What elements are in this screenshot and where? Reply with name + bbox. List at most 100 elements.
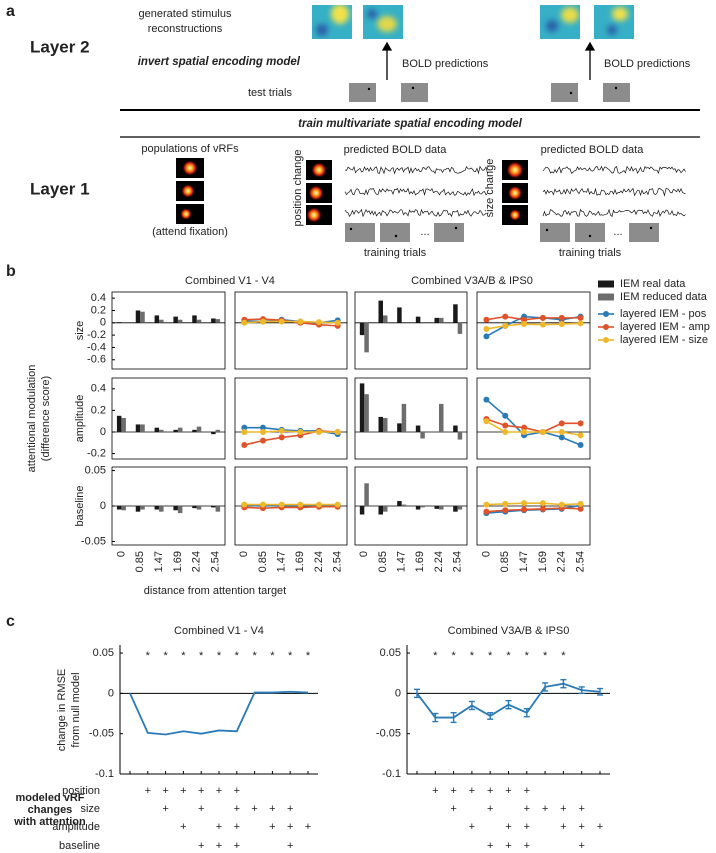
bar [215, 429, 221, 432]
error-bar [597, 687, 603, 696]
chart-title: Combined V3A/B & IPS0 [448, 625, 570, 637]
point [521, 321, 528, 328]
point [483, 325, 490, 332]
condition-label: size change [484, 159, 496, 218]
point [297, 501, 304, 508]
point [577, 500, 584, 507]
bar [397, 501, 402, 506]
bar [457, 432, 463, 440]
point [334, 319, 341, 326]
x-axis-label: distance from attention target [144, 585, 286, 597]
panel-label: a [6, 3, 15, 20]
bar [196, 426, 202, 432]
point [521, 424, 528, 431]
point [521, 316, 528, 323]
point [297, 318, 304, 325]
bar [401, 504, 407, 506]
bar [364, 483, 369, 506]
subplot-frame [234, 291, 348, 370]
line [486, 502, 581, 506]
row-label: size [74, 321, 86, 341]
table-mark: + [505, 785, 511, 797]
legend-label: layered IEM - amp [620, 321, 710, 333]
error-bar [542, 682, 549, 692]
caption: populations of vRFs [141, 143, 239, 155]
legend-label: layered IEM - size [620, 334, 708, 346]
x-tick-label: 1.69 [414, 551, 426, 572]
point [502, 313, 509, 320]
point [483, 501, 490, 508]
x-tick-label: 0.85 [499, 551, 511, 572]
condition-label: position change [292, 149, 304, 226]
bar [140, 311, 145, 323]
subplot-frame [111, 377, 226, 460]
point [539, 500, 546, 507]
point [539, 314, 546, 321]
table-mark: + [524, 840, 530, 852]
bar [159, 319, 164, 323]
table-mark: + [180, 821, 186, 833]
line [244, 504, 338, 507]
significance-marker: * [306, 650, 311, 662]
point [521, 506, 528, 513]
legend-swatch [598, 280, 614, 288]
bold-trace [542, 208, 686, 218]
point [241, 424, 248, 431]
bar [359, 383, 365, 432]
table-mark: + [524, 785, 530, 797]
point [502, 507, 509, 514]
bar [211, 318, 216, 323]
significance-marker: * [163, 650, 168, 662]
point [502, 429, 509, 435]
legend-label: layered IEM - pos [620, 308, 707, 320]
point [483, 508, 490, 515]
point [260, 437, 266, 444]
point [558, 429, 565, 435]
y-tick-label: 0.4 [91, 292, 106, 304]
bar [453, 506, 458, 512]
x-tick-label: 2.54 [209, 551, 221, 572]
error-bar [468, 700, 475, 711]
table-title: changes [28, 804, 73, 816]
y-tick-label: -0.6 [87, 354, 106, 366]
bar [159, 429, 164, 432]
bar [121, 417, 126, 432]
layer-title: Layer 1 [30, 179, 90, 198]
trial-boxes [349, 83, 630, 102]
row-label: amplitude [74, 395, 86, 443]
x-tick-label: 1.47 [396, 551, 408, 572]
arrow-label: BOLD predictions [402, 58, 489, 70]
point [558, 501, 565, 508]
significance-marker: * [433, 650, 438, 662]
y-tick-label: 0.2 [91, 404, 106, 416]
table-mark: + [269, 821, 275, 833]
point [278, 434, 285, 441]
x-tick-label: 2.24 [191, 551, 203, 572]
vrf-blob [308, 185, 324, 201]
table-mark: + [198, 803, 204, 815]
point [241, 429, 248, 435]
bold-traces [344, 165, 686, 218]
line [486, 322, 581, 330]
bar [159, 506, 164, 512]
point [558, 420, 565, 427]
bar [121, 506, 126, 511]
point [577, 320, 584, 327]
y-tick-label: -0.4 [87, 341, 106, 353]
table-mark: + [234, 821, 240, 833]
significance-marker: * [270, 650, 275, 662]
y-tick-label: 0 [100, 500, 106, 512]
bar [439, 317, 444, 323]
point [483, 418, 490, 425]
table-mark: + [450, 785, 456, 797]
significance-marker: * [488, 650, 493, 662]
significance-marker: * [451, 650, 456, 662]
y-tick-label: 0.2 [91, 304, 106, 316]
point [316, 319, 322, 326]
bar [135, 506, 141, 512]
bold-trace [542, 165, 686, 175]
legend-marker [603, 337, 609, 343]
bar [192, 506, 197, 509]
table-mark: + [505, 821, 511, 833]
vrf-blob [182, 160, 198, 176]
